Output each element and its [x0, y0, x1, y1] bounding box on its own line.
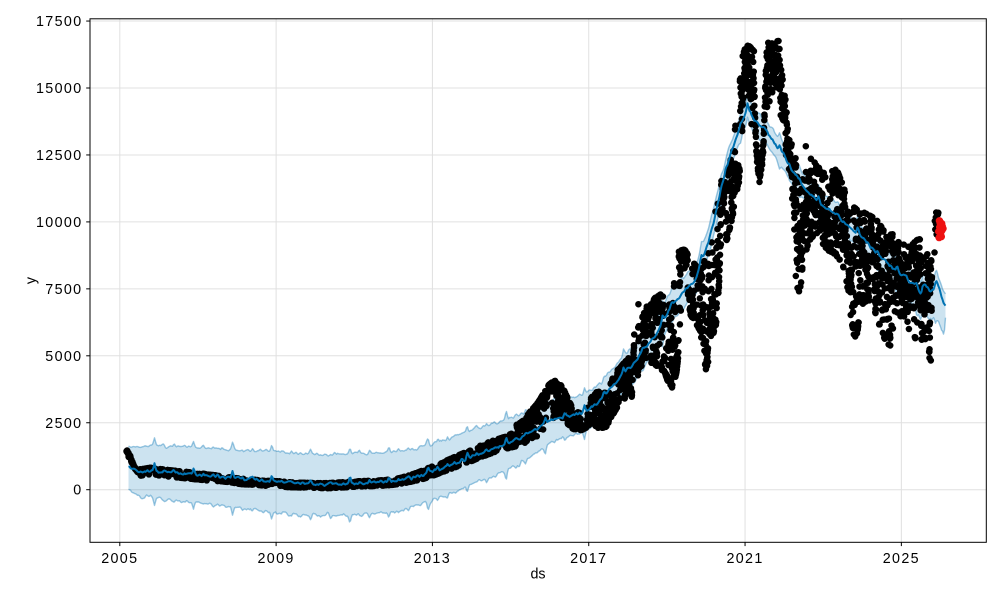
svg-text:ds: ds: [530, 567, 545, 583]
svg-text:0: 0: [73, 483, 82, 499]
svg-text:17500: 17500: [36, 14, 83, 30]
svg-text:2017: 2017: [570, 551, 607, 567]
svg-text:2021: 2021: [726, 551, 763, 567]
svg-text:2009: 2009: [258, 551, 295, 567]
svg-text:2013: 2013: [414, 551, 451, 567]
svg-text:12500: 12500: [36, 148, 83, 164]
svg-text:10000: 10000: [36, 215, 83, 231]
svg-text:y: y: [24, 276, 40, 284]
svg-text:15000: 15000: [36, 81, 83, 97]
svg-text:7500: 7500: [45, 282, 82, 298]
svg-text:5000: 5000: [45, 349, 82, 365]
svg-text:2025: 2025: [883, 551, 920, 567]
svg-text:2005: 2005: [101, 551, 138, 567]
svg-text:2500: 2500: [45, 416, 82, 432]
